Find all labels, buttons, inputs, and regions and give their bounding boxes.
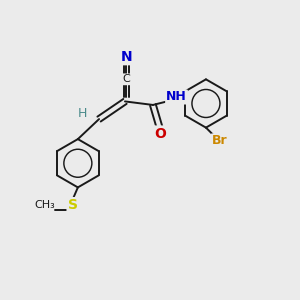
Text: N: N — [121, 50, 132, 64]
Text: C: C — [123, 74, 130, 84]
Text: H: H — [78, 107, 88, 120]
Text: NH: NH — [166, 91, 187, 103]
Text: S: S — [68, 198, 78, 212]
Text: CH₃: CH₃ — [34, 200, 55, 210]
Text: O: O — [154, 127, 166, 140]
Text: Br: Br — [212, 134, 228, 147]
